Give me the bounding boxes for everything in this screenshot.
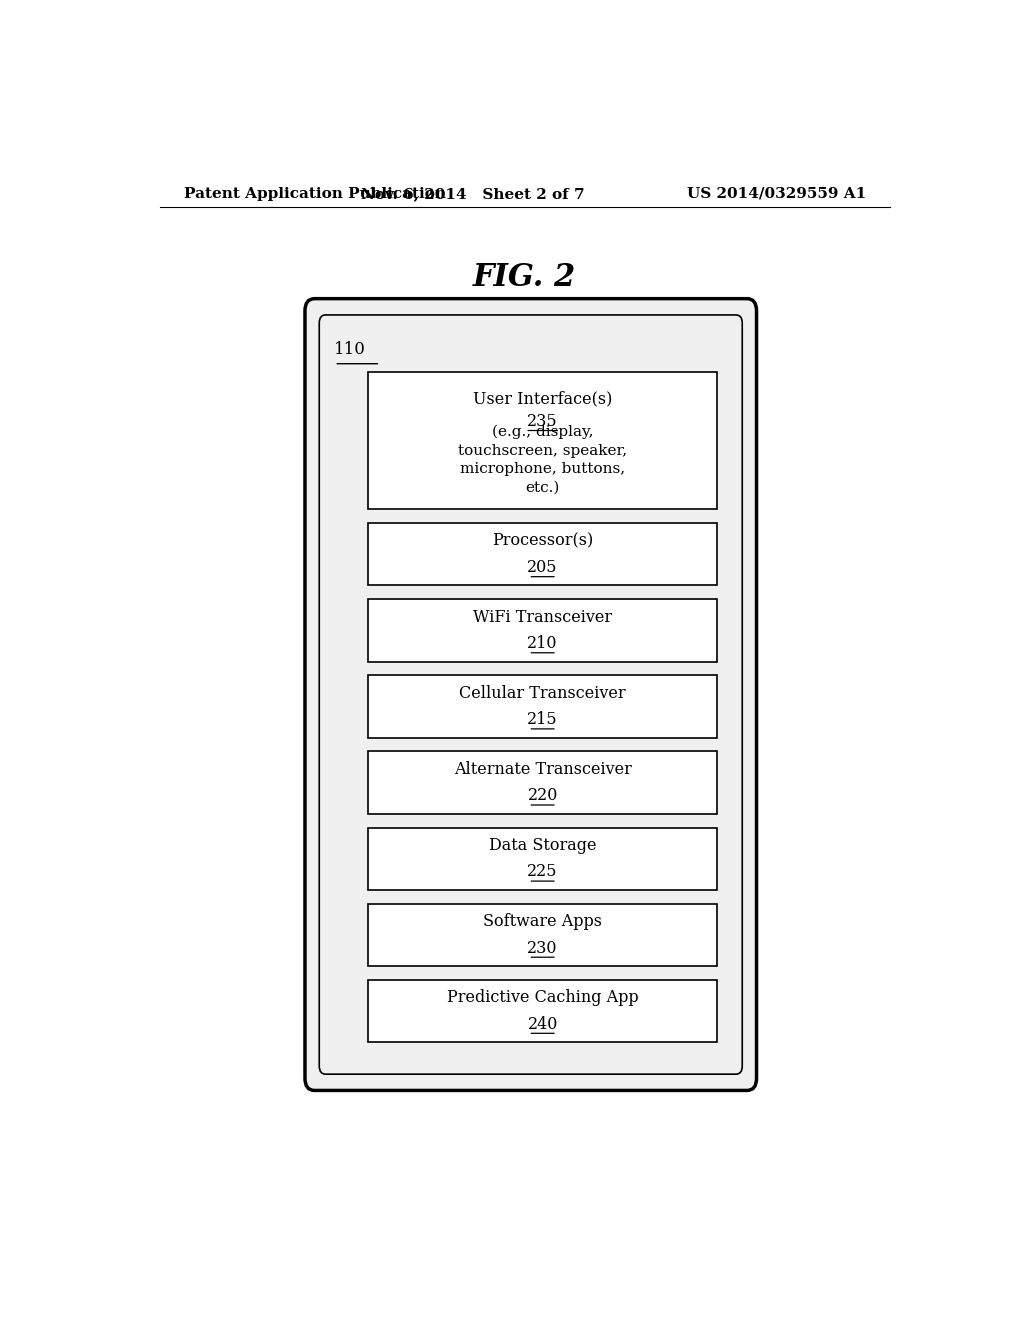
Text: Cellular Transceiver: Cellular Transceiver [460, 685, 626, 702]
Text: Predictive Caching App: Predictive Caching App [446, 989, 639, 1006]
Text: (e.g., display,
touchscreen, speaker,
microphone, buttons,
etc.): (e.g., display, touchscreen, speaker, mi… [458, 425, 628, 495]
Text: FIG. 2: FIG. 2 [473, 261, 577, 293]
FancyBboxPatch shape [369, 751, 717, 814]
Text: Processor(s): Processor(s) [492, 532, 593, 549]
Text: 110: 110 [334, 341, 367, 358]
Text: User Interface(s): User Interface(s) [473, 391, 612, 408]
Text: 210: 210 [527, 635, 558, 652]
Text: 220: 220 [527, 787, 558, 804]
Text: 235: 235 [527, 413, 558, 430]
FancyBboxPatch shape [369, 979, 717, 1041]
FancyBboxPatch shape [369, 904, 717, 966]
Text: 230: 230 [527, 940, 558, 957]
Text: Patent Application Publication: Patent Application Publication [183, 187, 445, 201]
Text: Software Apps: Software Apps [483, 913, 602, 931]
Text: 215: 215 [527, 711, 558, 729]
Text: Nov. 6, 2014   Sheet 2 of 7: Nov. 6, 2014 Sheet 2 of 7 [361, 187, 585, 201]
Text: 205: 205 [527, 560, 558, 576]
Text: Data Storage: Data Storage [488, 837, 596, 854]
Text: US 2014/0329559 A1: US 2014/0329559 A1 [687, 187, 866, 201]
Text: Alternate Transceiver: Alternate Transceiver [454, 760, 632, 777]
Text: 240: 240 [527, 1015, 558, 1032]
FancyBboxPatch shape [369, 372, 717, 510]
FancyBboxPatch shape [369, 828, 717, 890]
FancyBboxPatch shape [369, 599, 717, 661]
Text: WiFi Transceiver: WiFi Transceiver [473, 609, 612, 626]
Text: 225: 225 [527, 863, 558, 880]
FancyBboxPatch shape [369, 676, 717, 738]
FancyBboxPatch shape [305, 298, 757, 1090]
FancyBboxPatch shape [369, 523, 717, 586]
